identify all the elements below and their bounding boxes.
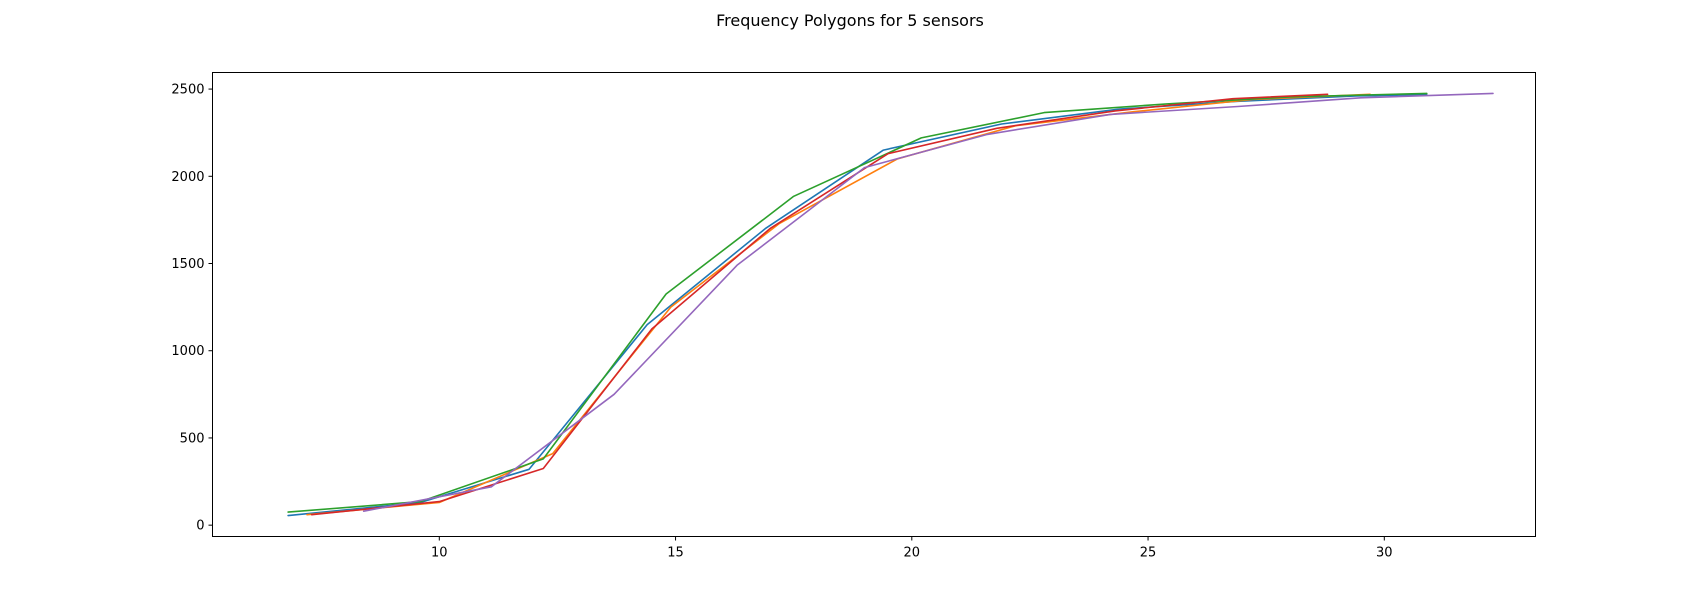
series-layer [287, 92, 1494, 517]
series-line-4 [310, 93, 1329, 516]
y-tick-label: 1500 [171, 257, 204, 272]
y-tick-label: 0 [196, 519, 204, 534]
x-tick-label: 10 [431, 546, 448, 561]
x-tick-label: 20 [904, 546, 921, 561]
x-tick-label: 25 [1140, 546, 1157, 561]
series-line-5 [362, 92, 1494, 513]
series-line-1 [287, 93, 1428, 517]
plot-area-frame [212, 72, 1536, 537]
y-axis-ticks: 0 500 1000 1500 2000 2500 [171, 83, 213, 534]
y-tick-label: 2500 [171, 83, 204, 98]
y-tick-label: 1000 [171, 344, 204, 359]
x-tick-label: 15 [667, 546, 684, 561]
x-tick-label: 30 [1376, 546, 1393, 561]
series-line-3 [287, 92, 1428, 513]
chart-title: Frequency Polygons for 5 sensors [716, 11, 984, 30]
y-tick-label: 2000 [171, 170, 204, 185]
x-axis-ticks: 10 15 20 25 30 [431, 536, 1393, 561]
y-tick-label: 500 [180, 431, 205, 446]
series-line-2 [306, 93, 1371, 516]
